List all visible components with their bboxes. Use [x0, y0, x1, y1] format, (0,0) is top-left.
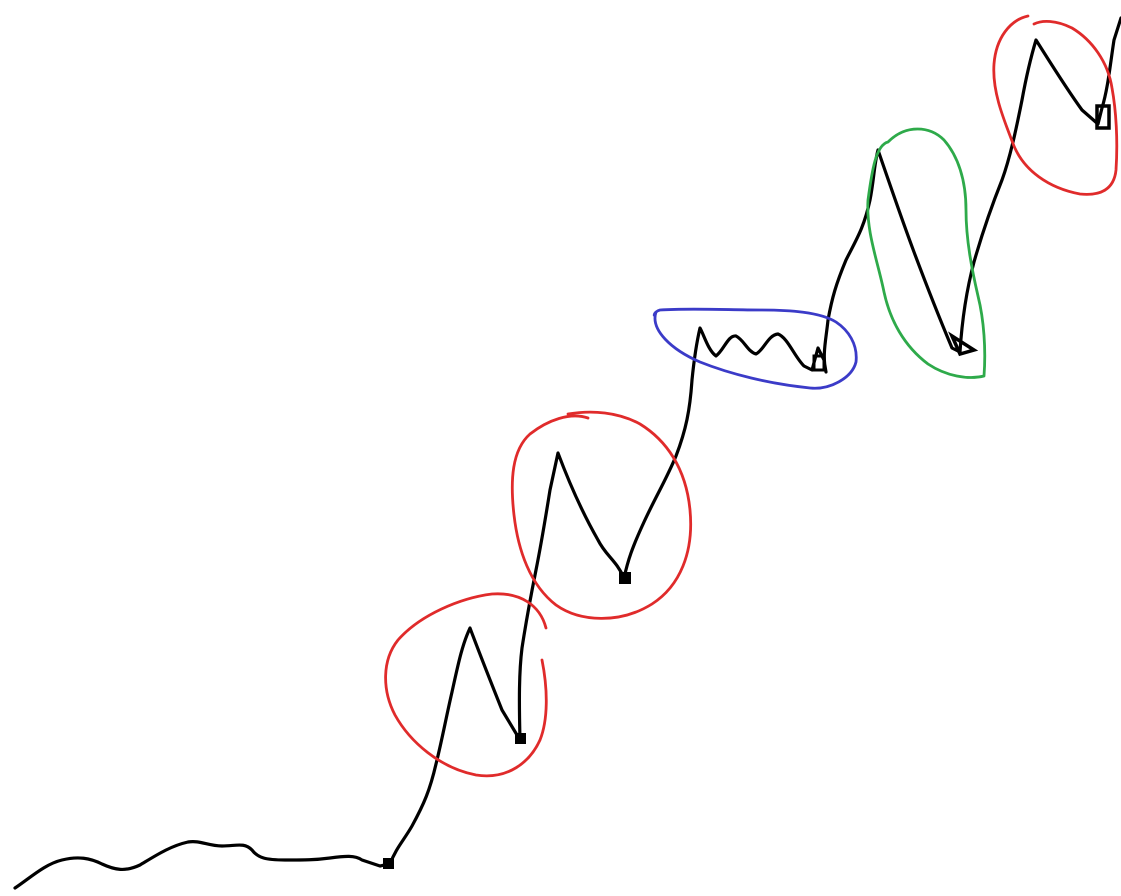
- red-loop-peak-4: [992, 14, 1119, 196]
- red-loop-peak-2: [510, 410, 693, 620]
- pivot-marker: [948, 331, 979, 357]
- pivot-marker: [383, 858, 394, 869]
- pivot-marker: [619, 572, 631, 584]
- blue-loop-waves: [652, 307, 858, 390]
- main-trend-line: [13, 16, 1121, 890]
- pivot-marker: [515, 733, 526, 744]
- pivot-marker: [812, 354, 826, 372]
- pivot-marker: [1095, 104, 1111, 130]
- green-loop-peak-3: [866, 127, 987, 379]
- red-loop-peak-1: [384, 592, 548, 778]
